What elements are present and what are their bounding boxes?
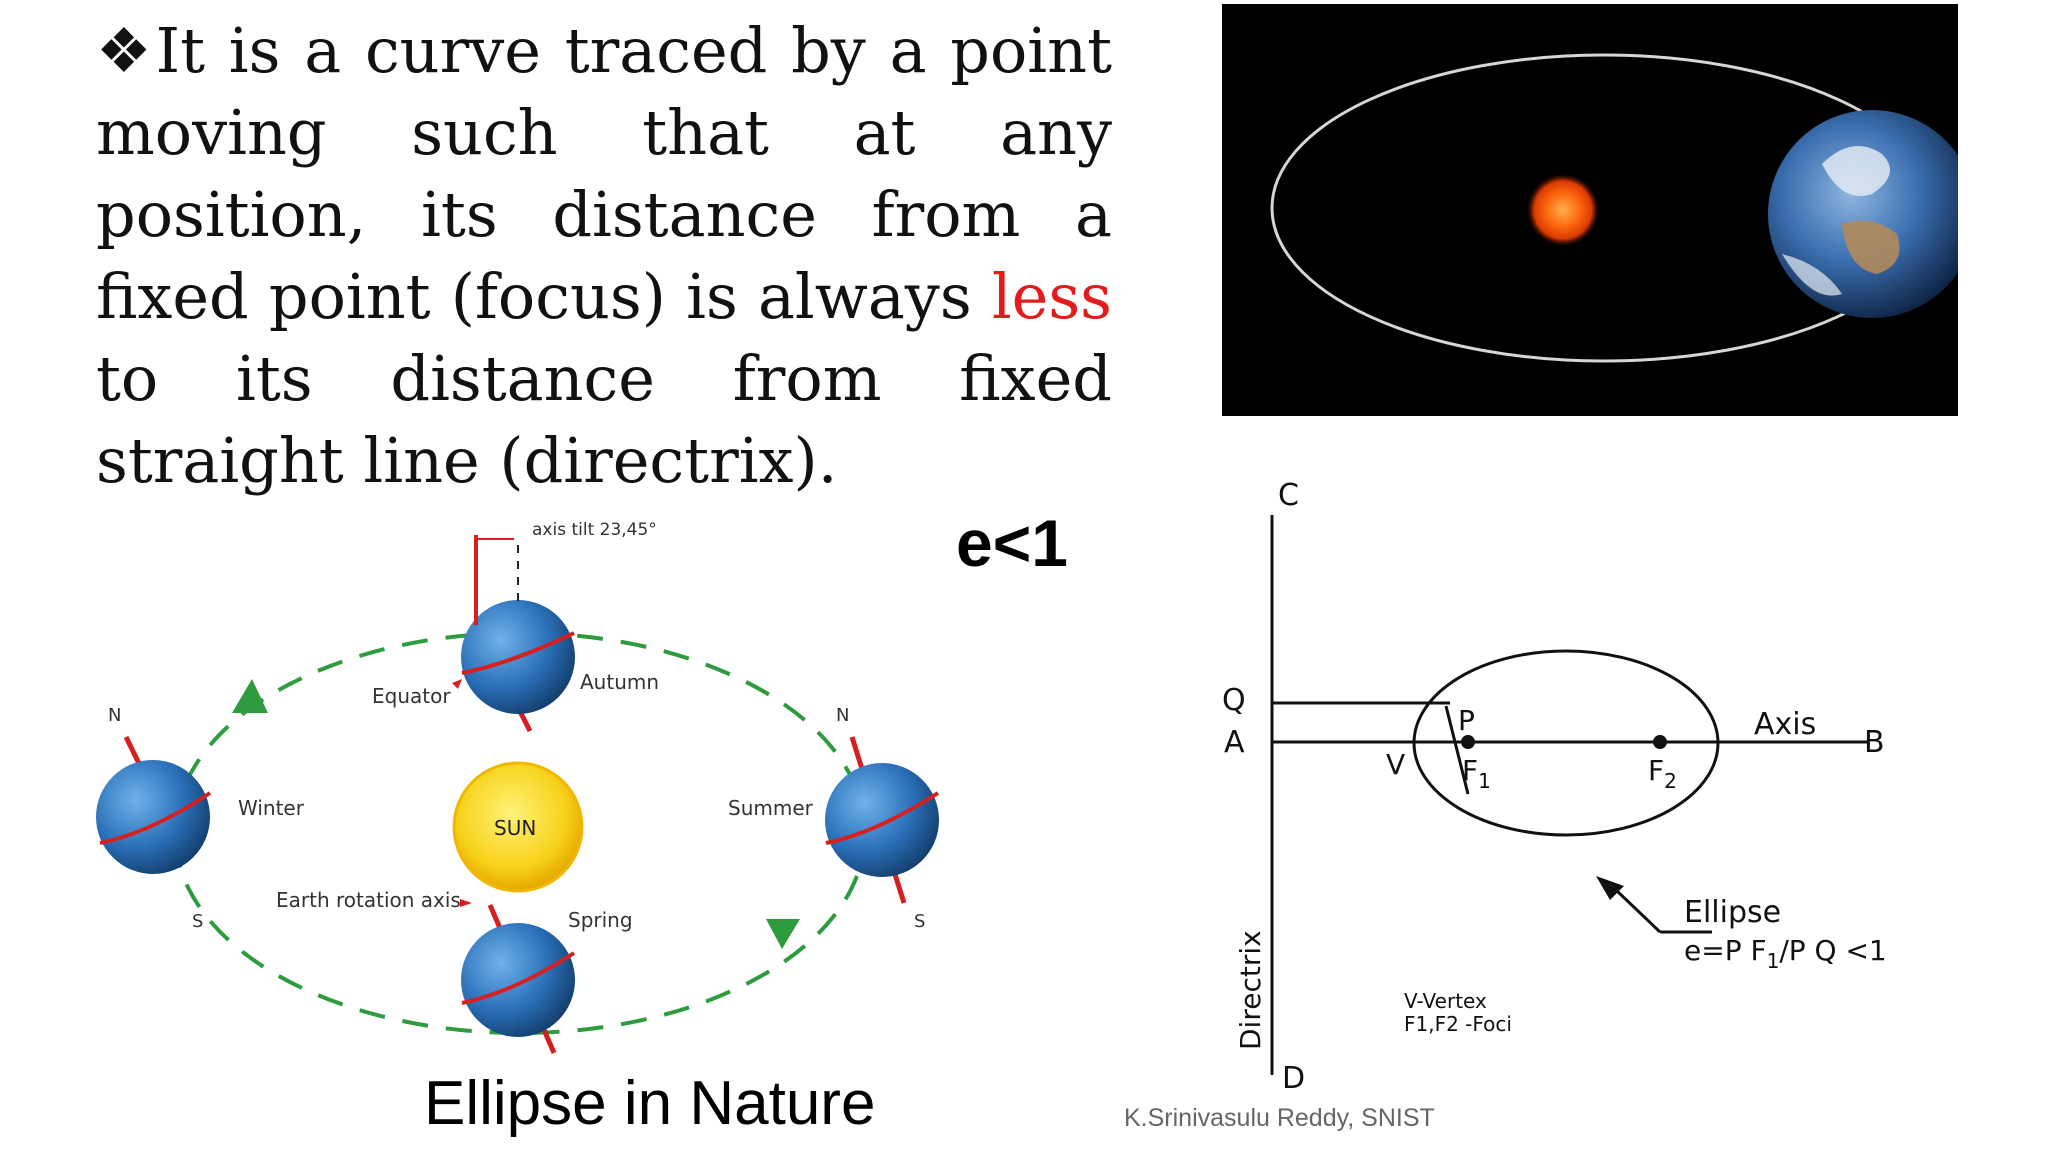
vertex-legend: V-Vertex <box>1404 989 1487 1013</box>
definition-text: ❖It is a curve traced by a point moving … <box>96 14 1112 497</box>
focus-two-label: F2 <box>1648 754 1677 793</box>
summer-label: Summer <box>728 796 814 820</box>
point-b-label: B <box>1864 725 1885 760</box>
north-right-label: N <box>836 705 849 726</box>
earth-photo <box>1768 110 1958 318</box>
point-c-label: C <box>1278 478 1299 513</box>
earth-spring <box>461 904 576 1054</box>
focus-one-dot <box>1461 735 1475 749</box>
ellipse-pointer-line <box>1614 888 1662 934</box>
ellipse-pointer-icon <box>1596 876 1624 900</box>
foci-legend: F1,F2 -Foci <box>1404 1012 1512 1036</box>
point-q-label: Q <box>1222 683 1246 718</box>
point-p-label: P <box>1458 704 1475 737</box>
winter-label: Winter <box>238 796 305 820</box>
earth-autumn <box>461 600 575 733</box>
eccentricity-ratio-label: e=P F1/P Q <1 <box>1684 934 1887 973</box>
ellipse-curve <box>1412 649 1720 837</box>
highlight-word: less <box>991 260 1112 333</box>
earth-summer <box>825 736 940 904</box>
spring-label: Spring <box>568 908 633 932</box>
orbit-arrow-icon <box>766 919 800 949</box>
orbit-arrow-icon <box>232 679 268 713</box>
axis-tilt-label: axis tilt 23,45° <box>532 520 657 540</box>
rotation-axis-label: Earth rotation axis <box>276 888 461 912</box>
sun-label: SUN <box>494 816 536 840</box>
point-d-label: D <box>1282 1061 1305 1096</box>
equator-label: Equator <box>372 684 451 708</box>
eccentricity-label: e<1 <box>956 506 1068 580</box>
south-left-label: S <box>192 911 203 932</box>
north-left-label: N <box>108 705 121 726</box>
equator-pointer-icon <box>452 679 462 689</box>
directrix-label: Directrix <box>1234 930 1267 1050</box>
south-right-label: S <box>914 911 925 932</box>
orbit-image <box>1222 4 1958 416</box>
credit-footer: K.Srinivasulu Reddy, SNIST <box>1124 1104 1435 1132</box>
point-a-label: A <box>1224 725 1245 760</box>
point-v-label: V <box>1386 748 1405 781</box>
focus-two-dot <box>1653 735 1667 749</box>
ellipse-label: Ellipse <box>1684 895 1781 930</box>
bullet-icon: ❖ <box>96 14 156 87</box>
seasons-diagram: SUN axis tilt 23,45° Equator Autumn N S … <box>96 520 940 1054</box>
axis-label: Axis <box>1754 707 1816 742</box>
earth-winter <box>96 735 212 874</box>
sun-photo <box>1527 174 1599 246</box>
focal-radius-line <box>1444 705 1470 795</box>
rotation-pointer-icon <box>460 899 472 907</box>
focus-one-label: F1 <box>1462 754 1491 793</box>
caption: Ellipse in Nature <box>424 1069 876 1138</box>
sun-globe <box>452 761 584 893</box>
autumn-label: Autumn <box>580 670 659 694</box>
ellipse-geometry-diagram: C D Q A P V F1 F2 Axis B Ellipse e=P F1/… <box>1222 478 1887 1096</box>
